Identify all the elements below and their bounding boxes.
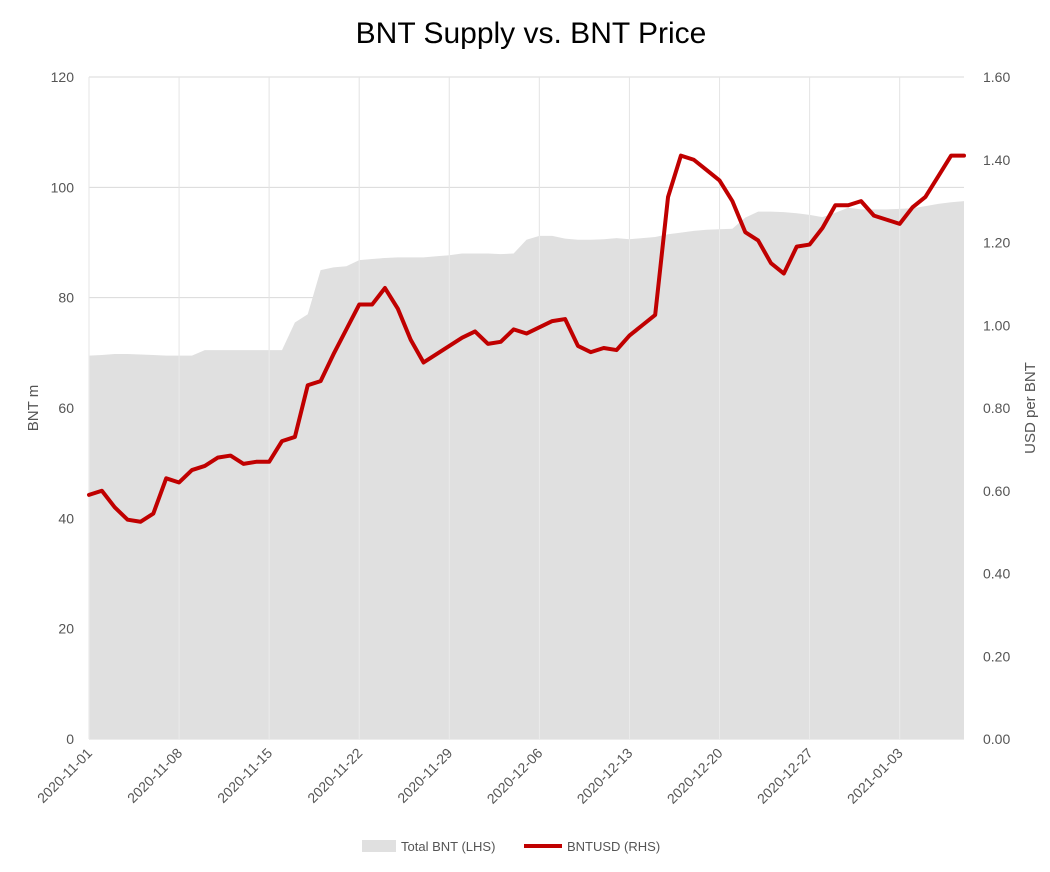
x-tick-label: 2020-12-06 — [484, 745, 546, 807]
legend: Total BNT (LHS) BNTUSD (RHS) — [362, 839, 660, 854]
area-total-bnt — [89, 201, 964, 739]
area-series-layer — [89, 201, 964, 739]
y-right-tick-label: 0.20 — [983, 648, 1010, 664]
y-right-tick-labels: 0.00 0.20 0.40 0.60 0.80 1.00 1.20 1.40 1.60 — [983, 69, 1010, 747]
x-tick-label: 2020-11-29 — [394, 745, 455, 806]
y-right-tick-label: 1.20 — [983, 235, 1010, 251]
y-left-axis-label: BNT m — [25, 385, 42, 431]
y-right-axis-label: USD per BNT — [1022, 362, 1039, 454]
y-right-tick-label: 0.60 — [983, 483, 1010, 499]
y-right-tick-label: 1.60 — [983, 69, 1010, 85]
legend-label-total-bnt: Total BNT (LHS) — [401, 839, 495, 854]
y-left-tick-labels: 0 20 40 60 80 100 120 — [51, 69, 75, 747]
line-bntusd — [87, 153, 966, 524]
x-tick-label: 2020-12-20 — [664, 745, 726, 807]
y-left-tick-label: 100 — [51, 179, 75, 195]
y-right-tick-label: 0.40 — [983, 566, 1010, 582]
chart-title: BNT Supply vs. BNT Price — [356, 17, 707, 50]
y-right-tick-label: 1.00 — [983, 317, 1010, 333]
y-left-tick-label: 0 — [66, 731, 74, 747]
line-series-layer — [87, 153, 966, 524]
y-right-tick-label: 0.80 — [983, 400, 1010, 416]
x-tick-label: 2020-11-15 — [214, 745, 275, 806]
x-tick-label: 2020-11-22 — [304, 745, 365, 806]
x-tick-label: 2020-11-08 — [124, 745, 185, 806]
vertical-gridlines-overlay — [88, 77, 901, 739]
x-tick-label: 2020-12-13 — [574, 745, 636, 807]
x-tick-labels: 2020-11-01 2020-11-08 2020-11-15 2020-11-22… — [34, 745, 906, 807]
legend-swatch-total-bnt — [362, 840, 396, 852]
y-right-tick-label: 0.00 — [983, 731, 1010, 747]
legend-label-bntusd: BNTUSD (RHS) — [567, 839, 660, 854]
y-left-tick-label: 20 — [58, 621, 74, 637]
y-left-tick-label: 60 — [58, 400, 74, 416]
y-left-tick-label: 80 — [58, 290, 74, 306]
x-tick-label: 2020-11-01 — [34, 745, 95, 806]
x-tick-label: 2021-01-03 — [844, 745, 906, 807]
y-left-tick-label: 120 — [51, 69, 75, 85]
y-right-tick-label: 1.40 — [983, 152, 1010, 168]
y-left-tick-label: 40 — [58, 510, 74, 526]
x-tick-label: 2020-12-27 — [754, 745, 816, 807]
